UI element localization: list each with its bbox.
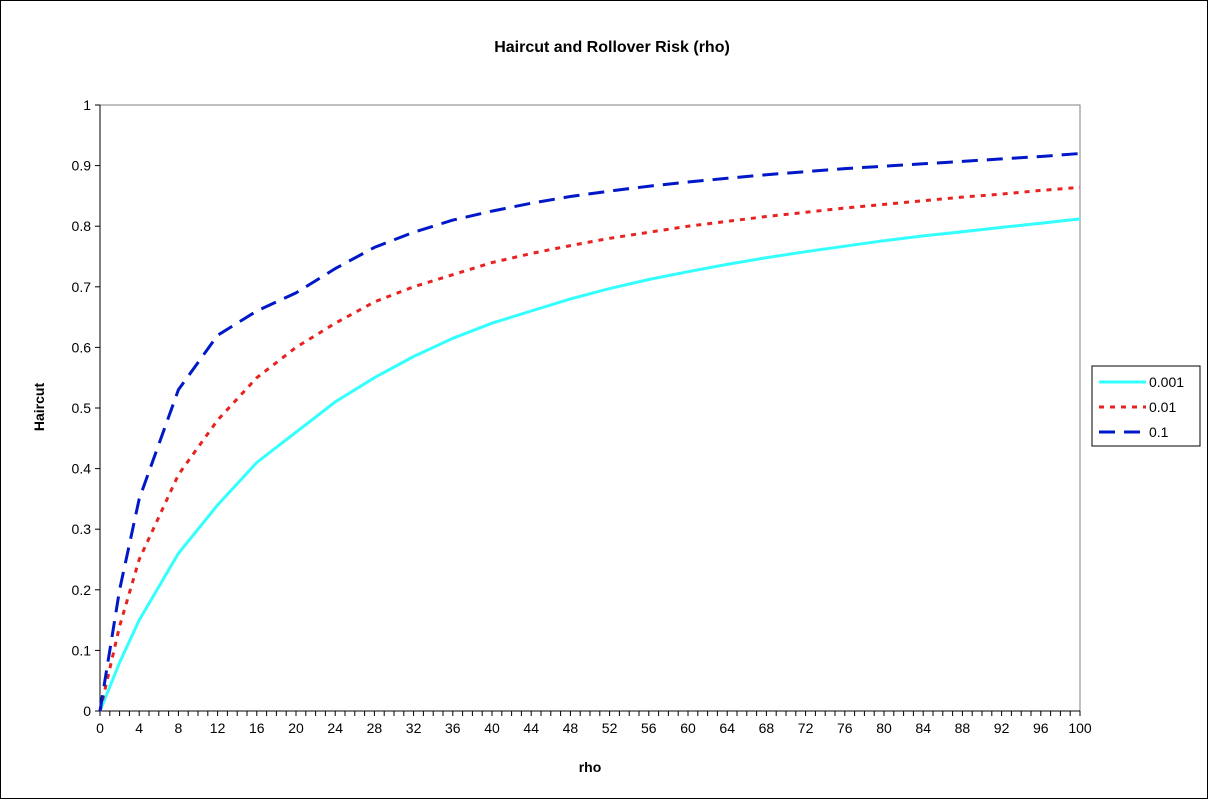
x-tick-label: 40 [484, 720, 500, 736]
plot-area [99, 104, 1081, 712]
x-tick-label: 20 [288, 720, 304, 736]
x-tick-label: 100 [1068, 720, 1092, 736]
series-line-3 [98, 152, 1081, 712]
y-tick-label: 0 [83, 703, 91, 719]
y-tick-label: 0.9 [72, 158, 92, 174]
x-tick-label: 56 [641, 720, 657, 736]
x-tick-label: 72 [798, 720, 814, 736]
x-tick-label: 4 [135, 720, 143, 736]
x-tick-label: 60 [680, 720, 696, 736]
x-tick-label: 8 [175, 720, 183, 736]
x-tick-label: 36 [445, 720, 461, 736]
x-tick-label: 76 [837, 720, 853, 736]
y-tick-label: 0.3 [72, 521, 92, 537]
x-tick-label: 96 [1033, 720, 1049, 736]
legend-label-1: 0.001 [1149, 374, 1184, 390]
x-tick-label: 48 [563, 720, 579, 736]
x-tick-label: 84 [915, 720, 931, 736]
y-tick-label: 0.6 [72, 339, 92, 355]
legend-label-2: 0.01 [1149, 399, 1176, 415]
x-tick-label: 12 [210, 720, 226, 736]
x-tick-label: 64 [719, 720, 735, 736]
y-tick-label: 0.5 [72, 400, 92, 416]
x-tick-label: 88 [955, 720, 971, 736]
x-tick-label: 52 [602, 720, 618, 736]
y-tick-label: 0.2 [72, 582, 92, 598]
y-tick-label: 0.4 [72, 461, 92, 477]
x-tick-label: 80 [876, 720, 892, 736]
series-layer [98, 152, 1081, 712]
x-tick-label: 92 [994, 720, 1010, 736]
y-tick-label: 0.1 [72, 642, 92, 658]
y-axis-title: Haircut [31, 383, 47, 432]
y-tick-label: 1 [83, 97, 91, 113]
legend-label-3: 0.1 [1149, 424, 1169, 440]
x-tick-label: 32 [406, 720, 422, 736]
x-tick-label: 16 [249, 720, 265, 736]
x-tick-label: 28 [367, 720, 383, 736]
x-axis-title: rho [579, 759, 602, 775]
legend: 0.001 0.01 0.1 [1091, 365, 1201, 447]
chart-title: Haircut and Rollover Risk (rho) [494, 39, 730, 56]
x-tick-label: 44 [523, 720, 539, 736]
series-line-2 [98, 185, 1081, 712]
x-tick-label: 68 [759, 720, 775, 736]
y-tick-label: 0.8 [72, 218, 92, 234]
x-tick-label: 0 [96, 720, 104, 736]
axes: 00.10.20.30.40.50.60.70.80.910 4 8 12 16 20 24… [72, 97, 1092, 736]
x-tick-label: 24 [327, 720, 343, 736]
series-line-1 [98, 217, 1081, 712]
y-tick-label: 0.7 [72, 279, 92, 295]
